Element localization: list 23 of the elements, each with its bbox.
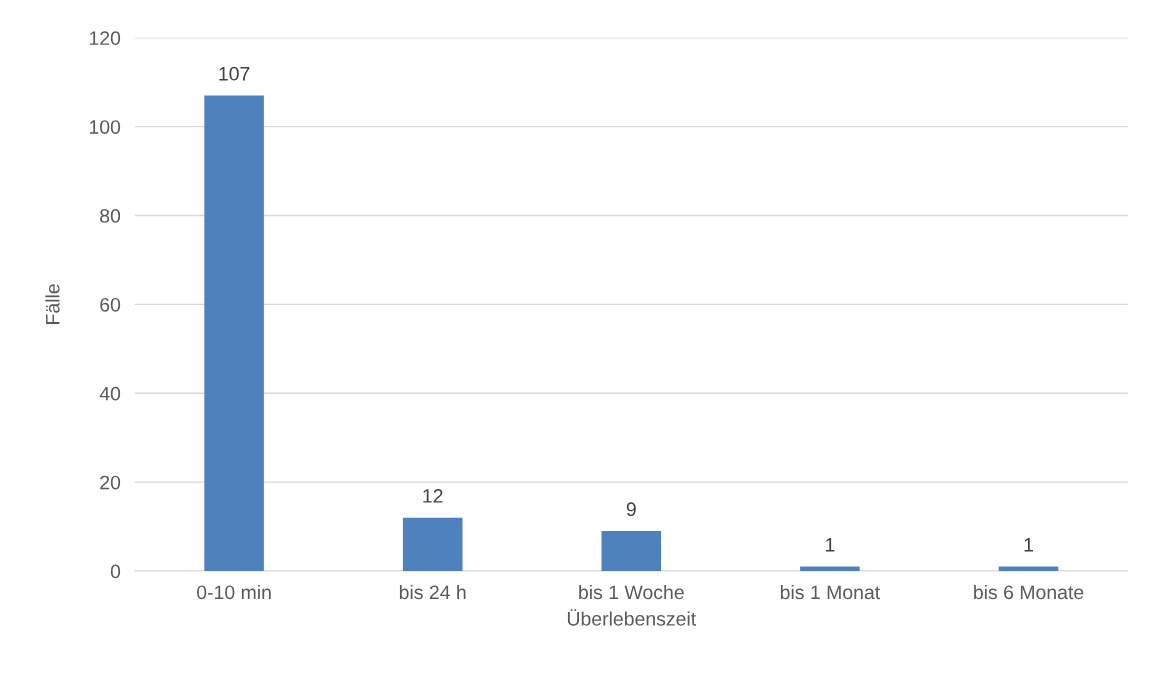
bar <box>800 566 860 572</box>
y-tick-label: 0 <box>110 564 121 579</box>
y-tick-label: 20 <box>100 475 121 490</box>
x-tick-label: 0-10 min <box>197 584 271 600</box>
bar <box>204 95 264 572</box>
bar <box>402 517 463 572</box>
x-tick-label: bis 6 Monate <box>974 584 1084 600</box>
x-tick-label: bis 1 Monat <box>780 584 881 600</box>
data-label: 107 <box>219 66 250 81</box>
data-label: 12 <box>423 489 443 503</box>
y-tick-label: 120 <box>89 31 121 46</box>
x-tick-label: bis 24 h <box>399 584 466 600</box>
x-tick-label: bis 1 Woche <box>579 584 684 600</box>
y-tick-label: 80 <box>100 209 121 223</box>
data-label: 9 <box>626 502 636 517</box>
data-label: 1 <box>825 538 835 552</box>
y-axis-title: Fälle <box>45 284 60 324</box>
y-tick-label: 100 <box>89 120 121 134</box>
y-tick-label: 60 <box>100 297 121 312</box>
y-tick-label: 40 <box>99 386 121 401</box>
data-label: 1 <box>1024 538 1033 552</box>
x-axis-title: Überlebenszeit <box>567 609 697 626</box>
bar <box>601 531 662 572</box>
